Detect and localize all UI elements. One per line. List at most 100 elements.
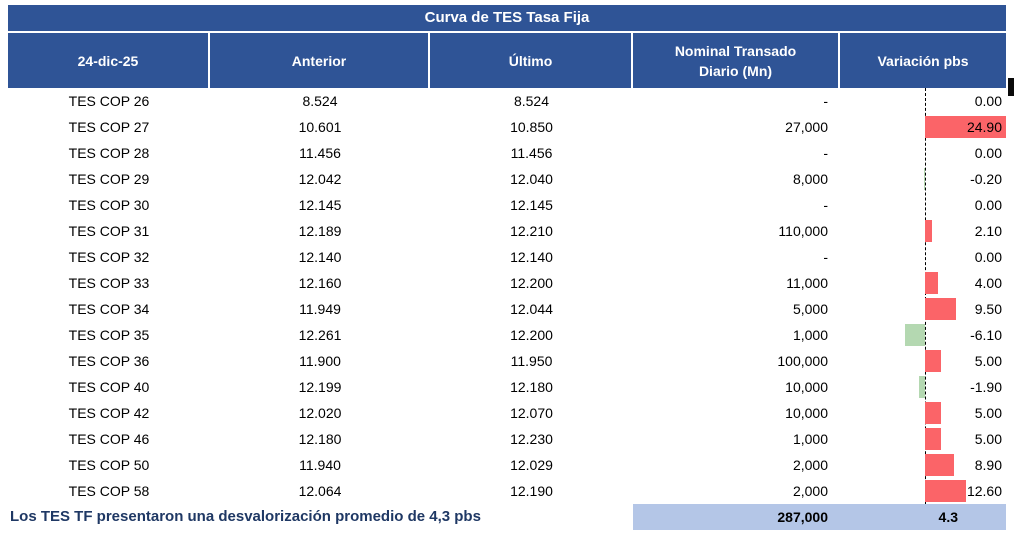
table-row: TES COP 34 11.949 12.044 5,000 9.50 [8,296,1006,322]
ultimo-value: 12.190 [510,483,553,499]
bond-label: TES COP 35 [68,327,150,343]
ultimo-value: 11.456 [510,145,553,161]
ultimo-value: 12.200 [510,275,553,291]
bond-label: TES COP 50 [68,457,150,473]
bond-label: TES COP 32 [68,249,150,265]
bond-label: TES COP 46 [68,431,150,447]
anterior-value: 12.020 [298,405,342,421]
anterior-value: 12.042 [298,171,342,187]
variacion-cell: -6.10 [840,322,1006,348]
ultimo-value: 12.070 [510,405,553,421]
nominal-value: 11,000 [786,275,828,291]
anterior-value: 12.261 [298,327,342,343]
variacion-cell: 0.00 [840,244,1006,270]
table-row: TES COP 33 12.160 12.200 11,000 4.00 [8,270,1006,296]
variacion-cell: -1.90 [840,374,1006,400]
variacion-value: 5.00 [974,431,1002,447]
variacion-cell: 12.60 [840,478,1006,504]
variacion-cell: 8.90 [840,452,1006,478]
variacion-value: 5.00 [974,353,1002,369]
table-row: TES COP 30 12.145 12.145 - 0.00 [8,192,1006,218]
table-title: Curva de TES Tasa Fija [8,5,1006,31]
variacion-value: 0.00 [974,249,1002,265]
ultimo-value: 12.180 [510,379,553,395]
total-nominal-value: 287,000 [633,504,840,530]
bond-label: TES COP 36 [68,353,150,369]
table-row: TES COP 28 11.456 11.456 - 0.00 [8,140,1006,166]
ultimo-value: 10.850 [510,119,553,135]
bond-label: TES COP 31 [68,223,150,239]
bond-label: TES COP 58 [68,483,150,499]
nominal-value: 27,000 [785,119,828,135]
variacion-cell: 4.00 [840,270,1006,296]
table-row: TES COP 32 12.140 12.140 - 0.00 [8,244,1006,270]
nominal-value: 2,000 [792,483,828,499]
summary-note: Los TES TF presentaron una desvalorizaci… [10,508,481,525]
ultimo-value: 8.524 [513,93,550,109]
table-row: TES COP 46 12.180 12.230 1,000 5.00 [8,426,1006,452]
negative-variation-bar [918,376,925,398]
variacion-value: 24.90 [966,119,1002,135]
nominal-value: 1,000 [792,327,828,343]
bond-label: TES COP 34 [68,301,150,317]
nominal-value: 10,000 [785,379,828,395]
positive-variation-bar [925,298,956,320]
positive-variation-bar [925,350,942,372]
positive-variation-bar [925,402,942,424]
bond-label: TES COP 26 [68,93,150,109]
anterior-value: 8.524 [302,93,338,109]
nominal-value: 5,000 [792,301,828,317]
header-variacion-pbs: Variación pbs [840,33,1006,88]
nominal-value: 2,000 [792,457,828,473]
anterior-value: 12.189 [298,223,342,239]
variacion-cell: 5.00 [840,348,1006,374]
table-header-row: 24-dic-25 Anterior Último Nominal Transa… [8,33,1006,88]
ultimo-value: 12.210 [510,223,553,239]
negative-variation-bar [924,168,925,190]
variacion-value: -0.20 [970,171,1002,187]
bond-label: TES COP 29 [68,171,150,187]
anterior-value: 12.180 [298,431,342,447]
ultimo-value: 12.230 [510,431,553,447]
anterior-value: 12.064 [298,483,342,499]
variacion-value: 9.50 [974,301,1002,317]
positive-variation-bar [925,116,1006,138]
positive-variation-bar [925,428,942,450]
bond-label: TES COP 42 [68,405,150,421]
ultimo-value: 12.200 [510,327,553,343]
bond-label: TES COP 28 [68,145,150,161]
positive-variation-bar [925,272,938,294]
nominal-value: - [823,145,828,161]
anterior-value: 12.140 [298,249,342,265]
positive-variation-bar [925,454,954,476]
table-row: TES COP 31 12.189 12.210 110,000 2.10 [8,218,1006,244]
table-footer-row: Los TES TF presentaron una desvalorizaci… [8,504,1006,530]
variacion-cell: 0.00 [840,140,1006,166]
nominal-value: 8,000 [792,171,828,187]
variacion-cell: -0.20 [840,166,1006,192]
table-row: TES COP 26 8.524 8.524 - 0.00 [8,88,1006,114]
ultimo-value: 12.029 [510,457,553,473]
anterior-value: 11.949 [299,301,341,317]
anterior-value: 11.900 [299,353,341,369]
variacion-value: 0.00 [974,93,1002,109]
table-row: TES COP 35 12.261 12.200 1,000 -6.10 [8,322,1006,348]
variacion-cell: 9.50 [840,296,1006,322]
table-row: TES COP 42 12.020 12.070 10,000 5.00 [8,400,1006,426]
variacion-cell: 5.00 [840,426,1006,452]
variacion-cell: 2.10 [840,218,1006,244]
variacion-value: -6.10 [970,327,1002,343]
bond-label: TES COP 40 [68,379,150,395]
variacion-cell: 24.90 [840,114,1006,140]
ultimo-value: 12.145 [510,197,553,213]
screen-edge-artifact [1008,78,1014,96]
nominal-value: 100,000 [777,353,828,369]
anterior-value: 12.160 [298,275,342,291]
ultimo-value: 12.040 [510,171,553,187]
variacion-value: -1.90 [970,379,1002,395]
table-row: TES COP 36 11.900 11.950 100,000 5.00 [8,348,1006,374]
positive-variation-bar [925,220,932,242]
bond-label: TES COP 30 [68,197,150,213]
anterior-value: 11.456 [299,145,341,161]
variacion-value: 8.90 [974,457,1002,473]
